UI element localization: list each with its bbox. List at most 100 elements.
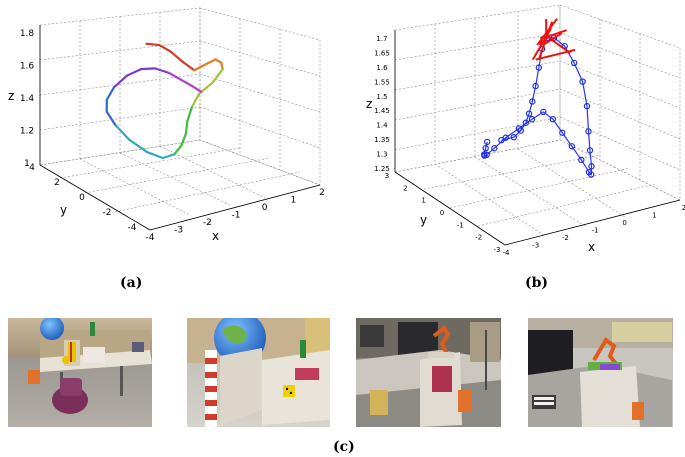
panel-a-z-tick-label: 1 <box>24 159 30 169</box>
trajectory-b-point <box>559 129 566 136</box>
trajectory-b-point <box>588 163 595 170</box>
panel-b-x-ticks: -4 -3 -2 -1 0 1 2 <box>503 204 685 257</box>
panel-b-x-label: x <box>588 240 595 254</box>
trajectory-b-point <box>586 147 594 154</box>
loop-closure-edge <box>531 27 553 61</box>
trajectory-b-point <box>578 156 585 164</box>
panel-b-z-tick-label: 1.4 <box>376 122 388 130</box>
panel-b-y-tick-label: 1 <box>421 197 425 205</box>
trajectory-b-point <box>483 138 491 146</box>
panel-b-z-ticks: 1.7 1.65 1.6 1.55 1.5 1.45 1.4 1.35 1.3 1.25 <box>374 35 390 173</box>
trajectory-a-segment <box>220 61 224 71</box>
trajectory-b-point <box>532 82 539 90</box>
panel-a-z-tick-label: 1.4 <box>20 94 35 104</box>
panel-b-x-tick-label: -3 <box>532 242 539 250</box>
photo-1 <box>8 318 152 427</box>
trajectory-a-segment <box>211 68 224 84</box>
trajectory-a-segment <box>169 50 185 64</box>
trajectory-a-segment <box>190 92 200 109</box>
trajectory-b-point <box>517 127 524 134</box>
panel-a-z-tick-label: 1.6 <box>20 62 35 72</box>
panel-b-z-tick-label: 1.45 <box>374 107 390 115</box>
panel-a-y-label: y <box>60 203 67 217</box>
panel-b-z-tick-label: 1.3 <box>376 151 387 159</box>
panel-a-z-tick-label: 1.2 <box>20 127 34 137</box>
panel-b-y-label: y <box>420 213 427 227</box>
trajectory-a-segment <box>186 106 193 123</box>
trajectory-b-point <box>585 128 592 135</box>
trajectory-b-point <box>540 108 547 116</box>
panel-a-y-tick-label: 0 <box>79 193 85 203</box>
panel-b-z-tick-label: 1.35 <box>374 136 390 144</box>
panel-b-z-tick-label: 1.65 <box>374 49 390 57</box>
trajectory-b-point <box>528 116 536 123</box>
caption-c: (c) <box>333 439 355 455</box>
panel-b-z-tick-label: 1.55 <box>374 78 390 86</box>
trajectory-a-segment <box>180 78 194 88</box>
trajectory-a-segment <box>112 74 128 89</box>
trajectory-b-point <box>483 151 490 159</box>
loop-closure-edge <box>542 32 563 46</box>
panel-b-z-tick-label: 1.25 <box>374 165 390 173</box>
panel-b-x-tick-label: 1 <box>652 212 656 220</box>
panel-a-y-tick-label: 4 <box>29 163 35 173</box>
loop-closure-edge <box>539 35 548 40</box>
trajectory-a-segment <box>127 138 149 154</box>
panel-b-trajectory <box>480 34 595 178</box>
trajectory-b-point <box>498 136 505 144</box>
panel-a-y-tick-label: 2 <box>54 178 60 188</box>
panel-a-z-tick-label: 1.8 <box>20 29 35 39</box>
trajectory-a-segment <box>158 43 172 53</box>
panel-a-x-tick-label: 1 <box>290 196 296 206</box>
trajectory-a-segment <box>173 144 183 156</box>
trajectory-b-point <box>587 171 595 178</box>
panel-b-z-tick-label: 1.7 <box>376 35 387 43</box>
trajectory-a-segment <box>139 67 157 71</box>
panel-b-y-tick-label: -1 <box>457 221 464 229</box>
panel-a-plot: 1.8 1.6 1.4 1.2 1 4 2 0 -2 -4 -4 -3 -2 -1 0 1 2 z y x <box>8 7 325 243</box>
trajectory-b-point <box>570 59 578 67</box>
loop-closure-edge <box>535 48 576 61</box>
panel-a-z-label: z <box>8 89 14 103</box>
trajectory-a-segment <box>113 123 131 141</box>
panel-b-axes <box>394 30 681 246</box>
panel-a-x-label: x <box>212 229 219 243</box>
panel-b-y-tick-label: 0 <box>440 209 444 217</box>
trajectory-b-point <box>549 115 557 123</box>
trajectory-b-point <box>583 102 591 110</box>
trajectory-b-point <box>482 144 489 152</box>
panel-b-x-tick-label: 2 <box>682 204 685 212</box>
panel-a-y-tick-label: -4 <box>128 223 137 233</box>
panel-b-plot: 1.7 1.65 1.6 1.55 1.5 1.45 1.4 1.35 1.3 1.25 3 2 1 0… <box>366 4 685 257</box>
panel-b-y-tick-label: -3 <box>494 246 501 254</box>
trajectory-a-segment <box>167 71 183 82</box>
panel-b-loop-closures <box>531 18 576 61</box>
panel-a-x-tick-label: 2 <box>319 188 325 198</box>
panel-a-y-tick-label: -2 <box>103 208 112 218</box>
trajectory-a-segment <box>180 132 187 147</box>
trajectory-a-segment <box>204 58 217 66</box>
panel-a-trajectory <box>105 42 224 160</box>
panel-a-x-ticks: -4 -3 -2 -1 0 1 2 <box>146 188 325 243</box>
trajectory-a-segment <box>153 67 171 74</box>
trajectory-a-segment <box>105 110 117 126</box>
trajectory-a-segment <box>146 151 164 160</box>
loop-closure-edge <box>536 18 558 46</box>
panel-a-axes <box>39 25 321 231</box>
trajectory-a-segment <box>125 68 143 77</box>
trajectory-a-segment <box>161 153 176 160</box>
loop-closure-edge <box>548 37 571 54</box>
panel-a-x-tick-label: -2 <box>203 218 212 228</box>
panel-b-z-tick-label: 1.6 <box>376 64 388 72</box>
trajectory-a-segment <box>181 61 196 72</box>
panel-b-x-tick-label: -4 <box>503 249 511 257</box>
trajectory-a-segment <box>193 63 207 72</box>
panel-a-x-tick-label: 0 <box>262 203 268 213</box>
panel-b-z-tick-label: 1.5 <box>376 93 387 101</box>
panel-b-grid <box>394 4 681 246</box>
trajectory-a-segment <box>105 86 116 101</box>
trajectory-b-point <box>522 119 530 126</box>
trajectory-b-point <box>529 98 536 105</box>
panel-b-y-ticks: 3 2 1 0 -1 -2 -3 <box>385 172 501 254</box>
